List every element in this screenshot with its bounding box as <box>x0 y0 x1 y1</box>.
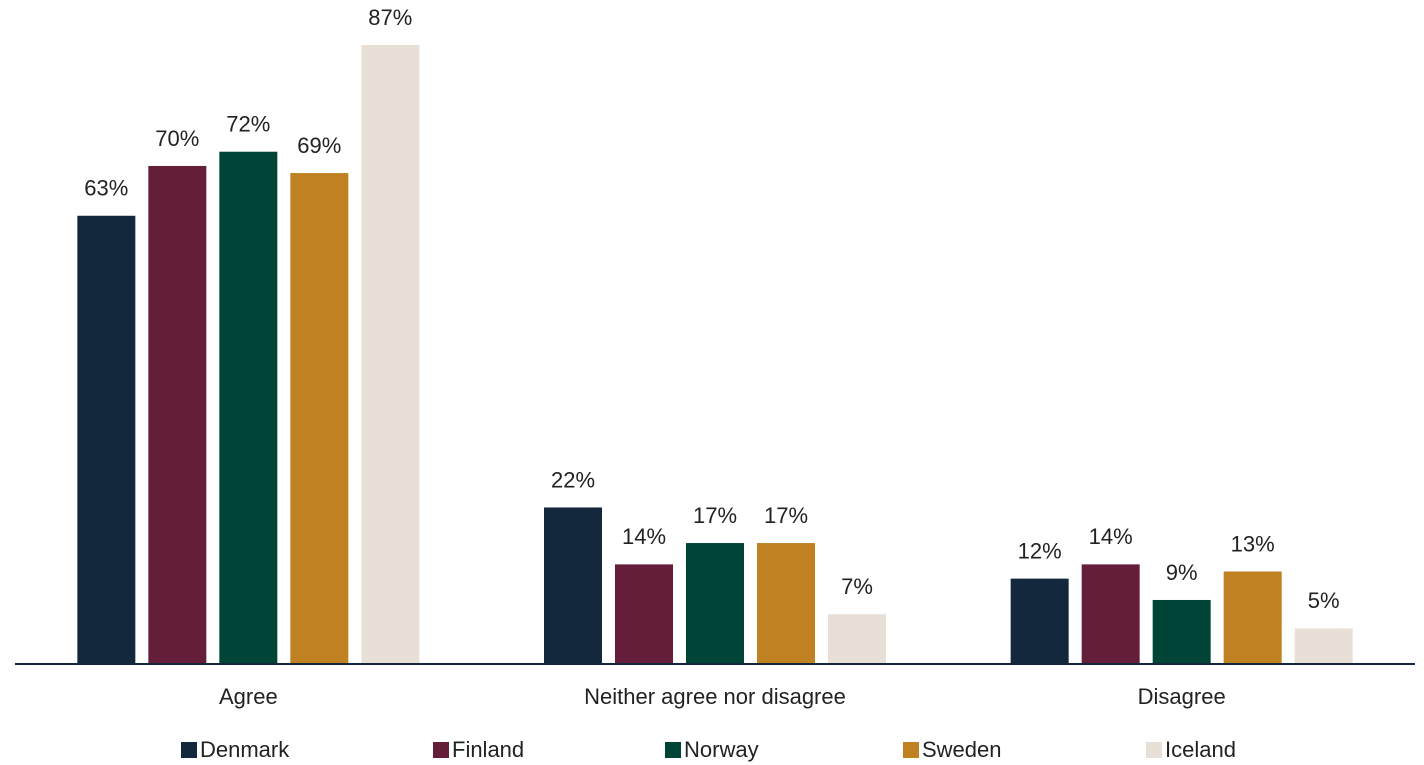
bar <box>219 151 278 665</box>
value-label: 69% <box>297 133 341 158</box>
legend-label: Finland <box>452 737 524 762</box>
value-label: 63% <box>84 176 128 201</box>
legend-swatch <box>903 742 919 758</box>
value-label: 17% <box>693 503 737 528</box>
bar <box>77 215 136 664</box>
x-tick-label: Neither agree nor disagree <box>584 684 846 709</box>
bar <box>148 165 207 664</box>
bar <box>828 614 886 664</box>
bar <box>686 543 744 664</box>
bar <box>290 173 349 664</box>
value-label: 13% <box>1231 531 1275 556</box>
legend-label: Iceland <box>1165 737 1236 762</box>
bar <box>361 44 420 665</box>
bar <box>615 564 673 664</box>
value-label: 9% <box>1166 560 1198 585</box>
value-label: 14% <box>1089 524 1133 549</box>
value-label: 14% <box>622 524 666 549</box>
legend-label: Sweden <box>922 737 1002 762</box>
value-label: 17% <box>764 503 808 528</box>
value-label: 72% <box>226 112 270 137</box>
x-tick-label: Disagree <box>1138 684 1226 709</box>
bar <box>1152 599 1211 664</box>
value-label: 70% <box>155 126 199 151</box>
bar <box>544 507 602 664</box>
legend-label: Norway <box>684 737 759 762</box>
bar <box>1010 578 1069 664</box>
bar <box>757 543 815 664</box>
value-label: 12% <box>1018 538 1062 563</box>
legend-label: Denmark <box>200 737 290 762</box>
x-tick-label: Agree <box>219 684 278 709</box>
legend-swatch <box>1146 742 1162 758</box>
legend-swatch <box>665 742 681 758</box>
value-label: 22% <box>551 467 595 492</box>
value-label: 87% <box>368 5 412 30</box>
bar <box>1294 628 1353 664</box>
legend-swatch <box>433 742 449 758</box>
legend-swatch <box>181 742 197 758</box>
value-label: 5% <box>1308 588 1340 613</box>
bar <box>1223 571 1282 664</box>
bar <box>1081 564 1140 664</box>
value-label: 7% <box>841 574 873 599</box>
